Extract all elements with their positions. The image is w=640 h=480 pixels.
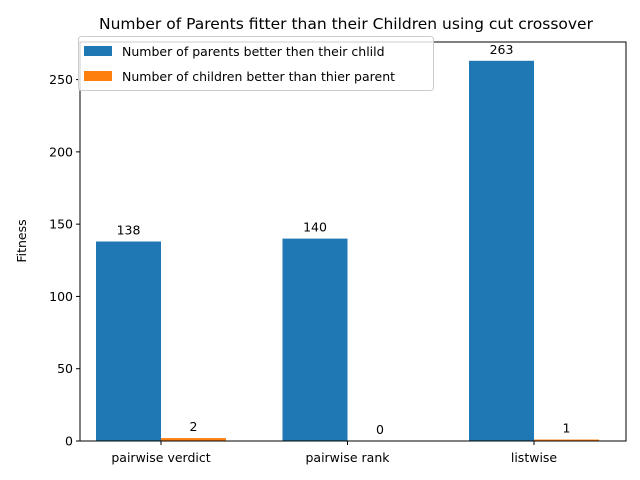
y-tick-label: 200 [49, 144, 73, 159]
data-label-children-pairwise-verdict: 2 [190, 419, 198, 434]
data-label-parents-pairwise-rank: 140 [303, 220, 327, 235]
legend-box [78, 36, 434, 91]
data-labels-layer: 138 140 263 2 0 1 [117, 42, 571, 437]
bars-layer [96, 60, 599, 441]
y-tick-label: 150 [49, 217, 73, 232]
y-tick-label: 100 [49, 289, 73, 304]
data-label-parents-listwise: 263 [490, 42, 514, 57]
data-label-children-listwise: 1 [563, 421, 571, 436]
x-tick-label: pairwise rank [305, 450, 390, 465]
bar-parents-pairwise-rank [282, 238, 348, 441]
legend-label-children: Number of children better than thier par… [122, 69, 395, 84]
legend: Number of parents better then their chli… [78, 36, 434, 91]
legend-label-parents: Number of parents better then their chli… [122, 44, 385, 59]
bar-children-listwise [534, 439, 599, 441]
chart-title: Number of Parents fitter than their Chil… [99, 15, 594, 33]
x-axis-ticks: pairwise verdict pairwise rank listwise [111, 441, 557, 465]
bar-parents-pairwise-verdict [96, 241, 161, 441]
data-label-children-pairwise-rank: 0 [376, 422, 384, 437]
legend-swatch-parents [84, 46, 112, 56]
y-tick-label: 0 [65, 434, 73, 449]
y-tick-label: 250 [49, 72, 73, 87]
bar-parents-listwise [469, 60, 534, 441]
y-axis-label: Fitness [14, 219, 29, 262]
bar-children-pairwise-verdict [161, 438, 226, 441]
y-tick-label: 50 [57, 361, 73, 376]
x-tick-label: listwise [511, 450, 558, 465]
data-label-parents-pairwise-verdict: 138 [117, 223, 141, 238]
legend-swatch-children [84, 71, 112, 81]
y-axis-ticks: 0 50 100 150 200 250 [49, 72, 80, 449]
x-tick-label: pairwise verdict [111, 450, 210, 465]
